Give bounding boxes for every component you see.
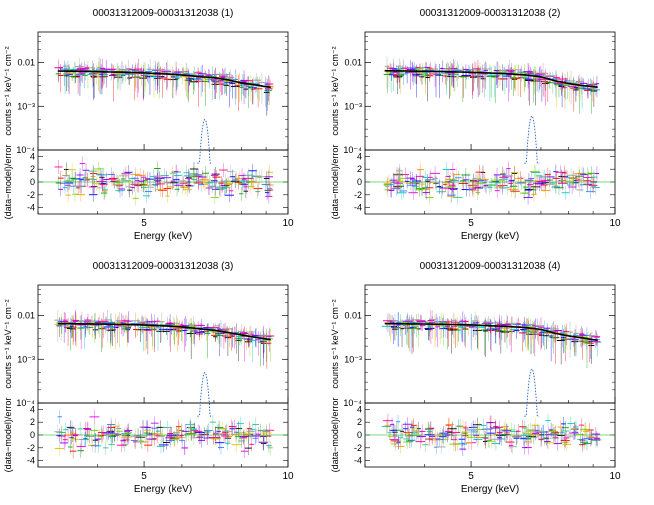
y-tick-label: 10⁻⁴: [16, 398, 35, 408]
model-line-component: [197, 118, 213, 164]
data-series-10: [58, 315, 271, 455]
residual-tick-label: -2: [354, 443, 362, 453]
data-series-3: [68, 317, 264, 458]
chart-panel-1: 00031312009-00031312038 (1) 5 10 Energy (ke…: [3, 8, 294, 242]
model-line-component: [524, 368, 540, 417]
residual-tick-label: 2: [357, 164, 362, 174]
x-tick-label: 5: [468, 471, 474, 482]
chart-panel-3: 00031312009-00031312038 (3) 5 10 Energy (ke…: [3, 261, 294, 495]
data-series-14: [62, 56, 266, 195]
residual-tick-label: -4: [354, 456, 362, 466]
y-tick-label: 10⁻⁴: [16, 145, 35, 155]
model-continuum: [384, 322, 598, 342]
chart-title: 00031312009-00031312038 (2): [420, 8, 561, 19]
residual-tick-label: 4: [30, 404, 35, 414]
residual-tick-label: 0: [30, 430, 35, 440]
x-tick-label: 10: [609, 218, 621, 229]
residual-tick-label: -4: [27, 203, 35, 213]
spectrum-y-label: counts s⁻¹ keV⁻¹ cm⁻²: [3, 46, 13, 135]
chart-title: 00031312009-00031312038 (1): [93, 8, 234, 19]
data-layer: [38, 309, 288, 459]
spectrum-y-label: counts s⁻¹ keV⁻¹ cm⁻²: [330, 299, 340, 388]
y-tick-label: 10⁻³: [17, 101, 35, 111]
chart-title: 00031312009-00031312038 (3): [93, 261, 234, 272]
data-layer: [38, 56, 288, 206]
model-line-component: [524, 115, 540, 164]
spectrum-frame: [37, 284, 289, 404]
model-line-component: [197, 371, 213, 417]
residual-tick-label: 0: [30, 177, 35, 187]
y-tick-label: 10⁻³: [344, 101, 362, 111]
chart-panel-4: 00031312009-00031312038 (4) 5 10 Energy (ke…: [330, 261, 621, 495]
y-tick-label: 10⁻³: [344, 354, 362, 364]
chart-panel-2: 00031312009-00031312038 (2) 5 10 Energy (ke…: [330, 8, 621, 242]
residual-y-label: (data−model)/error: [330, 145, 340, 220]
residual-tick-label: 4: [357, 151, 362, 161]
y-tick-label: 10⁻³: [17, 354, 35, 364]
x-tick-label: 5: [141, 218, 147, 229]
residual-tick-label: 4: [30, 151, 35, 161]
spectrum-y-label: counts s⁻¹ keV⁻¹ cm⁻²: [3, 299, 13, 388]
y-tick-label: 0.01: [344, 311, 362, 321]
data-layer: [365, 310, 615, 457]
data-layer: [365, 56, 615, 205]
x-axis-label: Energy (keV): [134, 231, 192, 242]
residual-tick-label: -4: [27, 456, 35, 466]
residual-y-label: (data−model)/error: [3, 145, 13, 220]
model-continuum: [57, 322, 271, 341]
model-continuum: [384, 69, 598, 89]
x-axis-label: Energy (keV): [134, 484, 192, 495]
data-series-14: [392, 310, 596, 454]
y-tick-label: 0.01: [17, 58, 35, 68]
spectrum-frame: [37, 31, 289, 151]
residual-tick-label: 0: [357, 430, 362, 440]
spectrum-frame: [364, 284, 616, 404]
residual-tick-label: 2: [30, 164, 35, 174]
residual-tick-label: -2: [27, 190, 35, 200]
x-tick-label: 10: [282, 218, 294, 229]
residual-tick-label: 2: [30, 417, 35, 427]
residual-tick-label: 0: [357, 177, 362, 187]
residual-y-label: (data−model)/error: [330, 398, 340, 473]
data-series-12: [60, 311, 268, 450]
x-tick-label: 5: [468, 218, 474, 229]
x-axis-label: Energy (keV): [461, 484, 519, 495]
data-series-14: [54, 310, 268, 449]
y-tick-label: 0.01: [17, 311, 35, 321]
spectrum-y-label: counts s⁻¹ keV⁻¹ cm⁻²: [330, 46, 340, 135]
residual-tick-label: 4: [357, 404, 362, 414]
residual-tick-label: -4: [354, 203, 362, 213]
x-tick-label: 10: [609, 471, 621, 482]
chart-title: 00031312009-00031312038 (4): [420, 261, 561, 272]
residual-tick-label: -2: [354, 190, 362, 200]
x-tick-label: 5: [141, 471, 147, 482]
y-tick-label: 10⁻⁴: [343, 145, 362, 155]
residual-tick-label: -2: [27, 443, 35, 453]
model-continuum: [57, 70, 271, 89]
x-tick-label: 10: [282, 471, 294, 482]
y-tick-label: 0.01: [344, 58, 362, 68]
data-series-8: [65, 314, 267, 453]
y-tick-label: 10⁻⁴: [343, 398, 362, 408]
x-axis-label: Energy (keV): [461, 231, 519, 242]
residual-tick-label: 2: [357, 417, 362, 427]
residual-y-label: (data−model)/error: [3, 398, 13, 473]
